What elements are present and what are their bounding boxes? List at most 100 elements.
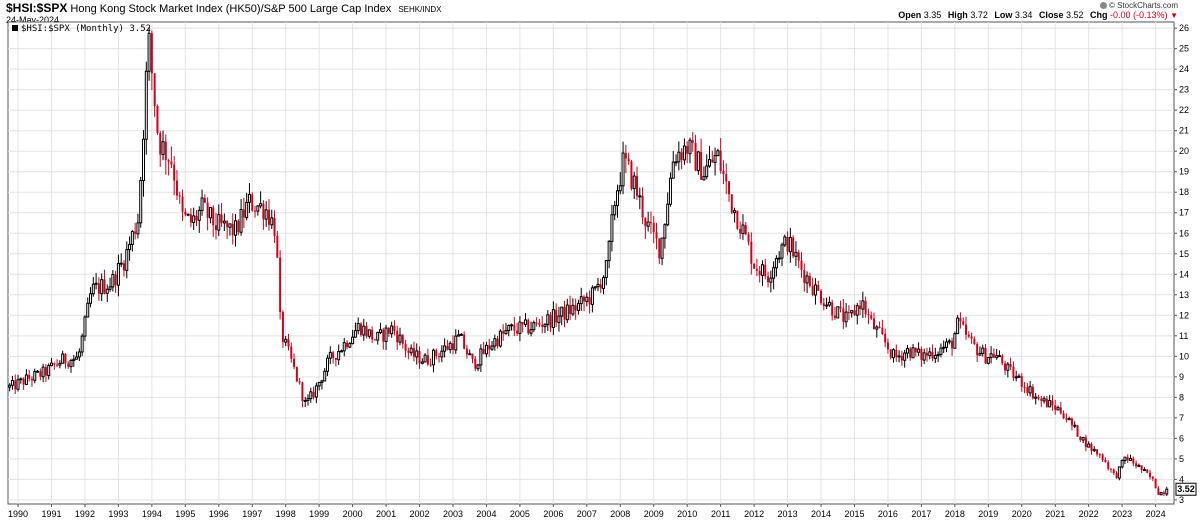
y-tick-label: 3 xyxy=(1179,495,1184,505)
y-tick-label: 8 xyxy=(1179,392,1184,402)
candle-body xyxy=(744,225,747,235)
x-tick-label: 2023 xyxy=(1112,509,1132,519)
candle-body xyxy=(1034,396,1038,399)
candle-body xyxy=(418,350,421,364)
candle-body xyxy=(579,296,583,305)
candle-body xyxy=(1004,363,1007,371)
candle-body xyxy=(167,160,170,162)
candle-body xyxy=(465,348,468,355)
candle-body xyxy=(995,355,999,359)
y-tick-label: 19 xyxy=(1179,167,1189,177)
candle-body xyxy=(407,350,410,353)
candle-body xyxy=(220,214,223,223)
candle-body xyxy=(920,349,923,361)
candle-body xyxy=(803,269,806,283)
candle-body xyxy=(1051,400,1054,406)
candle-body xyxy=(897,355,901,358)
candle-body xyxy=(19,378,23,381)
y-tick-label: 4 xyxy=(1179,474,1184,484)
x-tick-label: 1998 xyxy=(276,509,296,519)
credit: © StockCharts.com xyxy=(894,1,1178,10)
candle-body xyxy=(967,334,970,337)
candle-body xyxy=(618,185,622,192)
candle-body xyxy=(613,205,617,216)
candle-body xyxy=(181,196,184,212)
candle-body xyxy=(632,175,636,190)
candle-body xyxy=(716,150,720,157)
candle-body xyxy=(1142,469,1146,472)
candle-body xyxy=(1017,375,1021,378)
candle-body xyxy=(303,399,307,402)
x-tick-label: 2013 xyxy=(778,509,798,519)
candle-body xyxy=(251,194,254,211)
high-label: High xyxy=(947,10,968,20)
candle-body xyxy=(660,237,664,259)
candle-body xyxy=(881,327,884,335)
candles xyxy=(8,26,1169,497)
candle-body xyxy=(367,329,371,337)
candle-body xyxy=(747,234,750,242)
candle-body xyxy=(813,284,817,296)
candle-body xyxy=(1084,437,1087,448)
candle-body xyxy=(67,363,70,367)
candle-body xyxy=(1159,492,1163,496)
x-tick-label: 1996 xyxy=(209,509,229,519)
candle-body xyxy=(719,150,722,171)
candle-body xyxy=(214,225,217,231)
candle-body xyxy=(686,146,689,154)
candle-body xyxy=(443,345,447,352)
legend-swatch xyxy=(12,25,18,31)
candle-body xyxy=(859,305,862,310)
candle-body xyxy=(1014,376,1018,379)
candle-body xyxy=(917,348,921,353)
candle-body xyxy=(1079,436,1082,440)
candle-body xyxy=(861,300,865,310)
candle-body xyxy=(64,354,67,364)
x-tick-label: 2009 xyxy=(644,509,664,519)
candle-body xyxy=(655,232,658,239)
y-tick-label: 11 xyxy=(1179,331,1188,341)
candle-body xyxy=(529,329,533,334)
candle-body xyxy=(1115,472,1118,479)
candle-body xyxy=(521,322,524,325)
candle-body xyxy=(393,326,396,331)
candle-body xyxy=(728,181,731,195)
x-tick-label: 1993 xyxy=(108,509,128,519)
candle-body xyxy=(543,323,547,328)
candle-body xyxy=(931,351,934,359)
candle-body xyxy=(373,339,376,341)
candle-body xyxy=(1020,376,1023,387)
candle-body xyxy=(175,180,178,196)
candle-body xyxy=(474,358,477,369)
candle-body xyxy=(596,283,600,288)
candle-body xyxy=(423,354,427,363)
candle-body xyxy=(546,314,550,325)
candle-body xyxy=(332,352,335,358)
candle-body xyxy=(905,348,909,354)
x-tick-label: 2017 xyxy=(911,509,931,519)
candle-body xyxy=(836,306,840,319)
stockcharts-logo-icon xyxy=(1099,2,1107,10)
candle-body xyxy=(538,322,541,325)
candle-body xyxy=(498,330,502,347)
candle-body xyxy=(83,316,87,337)
chg-label: Chg xyxy=(1090,10,1108,20)
x-tick-label: 2011 xyxy=(711,509,730,519)
candle-body xyxy=(24,374,28,385)
x-tick-label: 2006 xyxy=(543,509,563,519)
candle-body xyxy=(237,220,240,233)
candle-body xyxy=(557,315,561,323)
candle-body xyxy=(409,347,413,354)
candle-body xyxy=(440,350,444,358)
candle-body xyxy=(583,296,586,302)
candle-body xyxy=(532,322,536,331)
candle-body xyxy=(844,311,848,323)
candle-body xyxy=(674,161,678,164)
x-tick-label: 2024 xyxy=(1146,509,1166,519)
candle-body xyxy=(33,371,37,381)
candle-body xyxy=(153,73,156,107)
candle-body xyxy=(256,205,260,212)
candle-body xyxy=(641,195,644,218)
candle-body xyxy=(39,371,42,377)
